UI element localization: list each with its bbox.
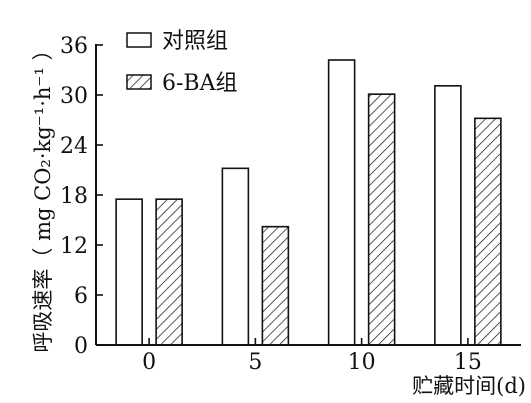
x-tick-label: 10 <box>348 350 376 375</box>
bar-control-15 <box>434 85 462 346</box>
y-tick-label: 12 <box>60 234 88 259</box>
y-tick-label: 30 <box>60 84 88 109</box>
y-tick-label: 18 <box>60 184 88 209</box>
y-tick-label: 24 <box>60 134 88 159</box>
y-axis-title: 呼吸速率（ mg CO₂·kg⁻¹·h⁻¹ ） <box>31 39 55 352</box>
x-tick-label: 5 <box>248 350 262 375</box>
x-tick-label: 0 <box>142 350 156 375</box>
legend-swatch-6ba <box>126 74 152 90</box>
y-tick-label: 6 <box>74 284 88 309</box>
y-tick-label: 0 <box>74 334 88 359</box>
bar-6ba-15 <box>474 117 502 346</box>
bar-control-0 <box>115 198 143 346</box>
bar-6ba-5 <box>261 225 290 346</box>
bar-6ba-0 <box>155 198 183 346</box>
bar-control-10 <box>327 59 356 346</box>
bar-6ba-10 <box>367 93 396 346</box>
legend-swatch-control <box>126 32 152 48</box>
legend: 对照组 6-BA组 <box>126 29 238 96</box>
legend-label-6ba: 6-BA组 <box>162 71 238 96</box>
legend-label-control: 对照组 <box>162 29 228 54</box>
x-axis-title: 贮藏时间(d) <box>412 374 526 398</box>
bar-control-5 <box>221 167 250 346</box>
x-tick-label: 15 <box>454 350 482 375</box>
y-tick-label: 36 <box>60 34 88 59</box>
